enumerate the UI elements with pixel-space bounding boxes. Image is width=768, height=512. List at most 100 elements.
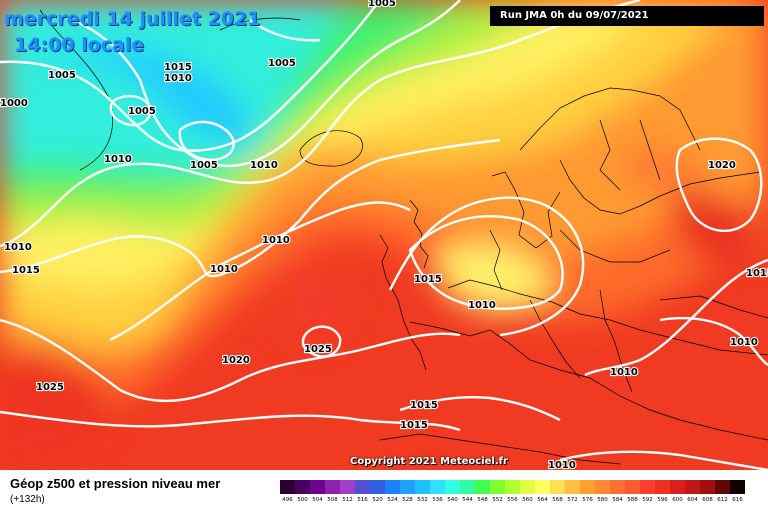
forecast-time: 14:00 locale	[14, 34, 145, 56]
scale-tick-label: 544	[462, 497, 473, 503]
scale-swatch	[415, 480, 430, 494]
isobar-label-1005-north: 1005	[268, 58, 296, 69]
isobar-label-1020-russia: 1020	[708, 160, 736, 171]
isobars	[0, 0, 768, 470]
scale-tick-label: 584	[612, 497, 623, 503]
scale-swatch	[700, 480, 715, 494]
scale-swatch	[310, 480, 325, 494]
scale-swatch	[385, 480, 400, 494]
scale-swatch	[490, 480, 505, 494]
scale-tick-label: 536	[432, 497, 443, 503]
scale-tick-label: 528	[402, 497, 413, 503]
map-canvas: 1005 1000 1005 1015 1010 1005 1005 1005 …	[0, 0, 768, 470]
isobar-label-1015-north-1: 1015	[164, 62, 192, 73]
scale-swatch	[325, 480, 340, 494]
scale-swatch	[520, 480, 535, 494]
isobar-label-1010-africa: 1010	[548, 460, 576, 470]
scale-tick-label: 604	[687, 497, 698, 503]
scale-tick-label: 540	[447, 497, 458, 503]
coastlines	[39, 9, 768, 465]
scale-tick-label: 576	[582, 497, 593, 503]
scale-swatch	[580, 480, 595, 494]
scale-tick-label: 612	[717, 497, 728, 503]
isobar-label-1000-west: 1000	[0, 98, 28, 109]
isobar-label-1015-iberia-1: 1015	[410, 400, 438, 411]
scale-tick-label: 516	[357, 497, 368, 503]
isobar-label-1015-channel: 1015	[414, 274, 442, 285]
isobar-label-1010-black-sea: 1010	[730, 337, 758, 348]
scale-swatch	[670, 480, 685, 494]
isobar-label-1005-top: 1005	[368, 0, 396, 9]
scale-tick-label: 592	[642, 497, 653, 503]
scale-tick-label: 568	[552, 497, 563, 503]
legend-title: Géop z500 et pression niveau mer	[10, 476, 221, 491]
scale-swatch	[430, 480, 445, 494]
scale-swatch	[370, 480, 385, 494]
scale-tick-label: 496	[282, 497, 293, 503]
scale-tick-label: 616	[732, 497, 743, 503]
isobar-label-1025-south: 1025	[36, 382, 64, 393]
isobar-label-1010-greece: 1010	[610, 367, 638, 378]
scale-swatch	[625, 480, 640, 494]
scale-swatch	[565, 480, 580, 494]
scale-swatch	[340, 480, 355, 494]
scale-tick-label: 564	[537, 497, 548, 503]
model-run-info: Run JMA 0h du 09/07/2021	[490, 6, 764, 26]
scale-tick-label: 572	[567, 497, 578, 503]
isobar-label-1025-azores: 1025	[304, 344, 332, 355]
isobar-label-1010-greenland: 1010	[104, 154, 132, 165]
isobar-label-1015-iberia-2: 1015	[400, 420, 428, 431]
isobar-label-1010-atlantic: 1010	[262, 235, 290, 246]
isobar-label-1015-west: 1015	[12, 265, 40, 276]
scale-swatch	[685, 480, 700, 494]
scale-swatch	[475, 480, 490, 494]
scale-tick-label: 600	[672, 497, 683, 503]
isobar-label-1005-greenland: 1005	[48, 70, 76, 81]
scale-swatch	[550, 480, 565, 494]
scale-tick-label: 560	[522, 497, 533, 503]
scale-swatch	[595, 480, 610, 494]
scale-swatch	[655, 480, 670, 494]
color-scale-labels: 496 500 504 508 512 516 520 524 528 532 536 540 544 5…	[280, 497, 745, 503]
scale-swatch	[610, 480, 625, 494]
scale-tick-label: 524	[387, 497, 398, 503]
scale-tick-label: 596	[657, 497, 668, 503]
scale-swatch	[400, 480, 415, 494]
scale-swatch	[715, 480, 730, 494]
scale-tick-label: 508	[327, 497, 338, 503]
scale-swatch	[460, 480, 475, 494]
scale-swatch	[445, 480, 460, 494]
scale-tick-label: 512	[342, 497, 353, 503]
scale-tick-label: 532	[417, 497, 428, 503]
scale-swatch	[535, 480, 550, 494]
scale-swatch	[640, 480, 655, 494]
color-scale	[280, 480, 745, 494]
isobar-label-1010-mid-atlantic: 1010	[210, 264, 238, 275]
isobar-labels: 1005 1000 1005 1015 1010 1005 1005 1005 …	[0, 0, 768, 470]
scale-swatch	[730, 480, 745, 494]
isobar-label-1005-iceland: 1005	[190, 160, 218, 171]
isobar-label-1010-iceland: 1010	[250, 160, 278, 171]
scale-swatch	[355, 480, 370, 494]
scale-swatch	[295, 480, 310, 494]
scale-tick-label: 548	[477, 497, 488, 503]
forecast-date: mercredi 14 juillet 2021	[4, 8, 261, 30]
isobar-label-1020-atlantic: 1020	[222, 355, 250, 366]
weather-map: 1005 1000 1005 1015 1010 1005 1005 1005 …	[0, 0, 768, 470]
isobar-label-1010-north-1: 1010	[164, 73, 192, 84]
scale-tick-label: 504	[312, 497, 323, 503]
legend-subtitle: (+132h)	[10, 494, 45, 505]
copyright-notice: Copyright 2021 Meteociel.fr	[350, 456, 508, 467]
legend-bar: Géop z500 et pression niveau mer (+132h)…	[0, 470, 768, 512]
scale-swatch	[505, 480, 520, 494]
scale-tick-label: 588	[627, 497, 638, 503]
isobar-label-1010-france: 1010	[468, 300, 496, 311]
scale-tick-label: 608	[702, 497, 713, 503]
isobar-label-1015-east: 1015	[746, 268, 768, 279]
scale-swatch	[280, 480, 295, 494]
scale-tick-label: 580	[597, 497, 608, 503]
scale-tick-label: 552	[492, 497, 503, 503]
isobar-label-1005-low: 1005	[128, 106, 156, 117]
isobar-label-1010-west: 1010	[4, 242, 32, 253]
scale-tick-label: 556	[507, 497, 518, 503]
